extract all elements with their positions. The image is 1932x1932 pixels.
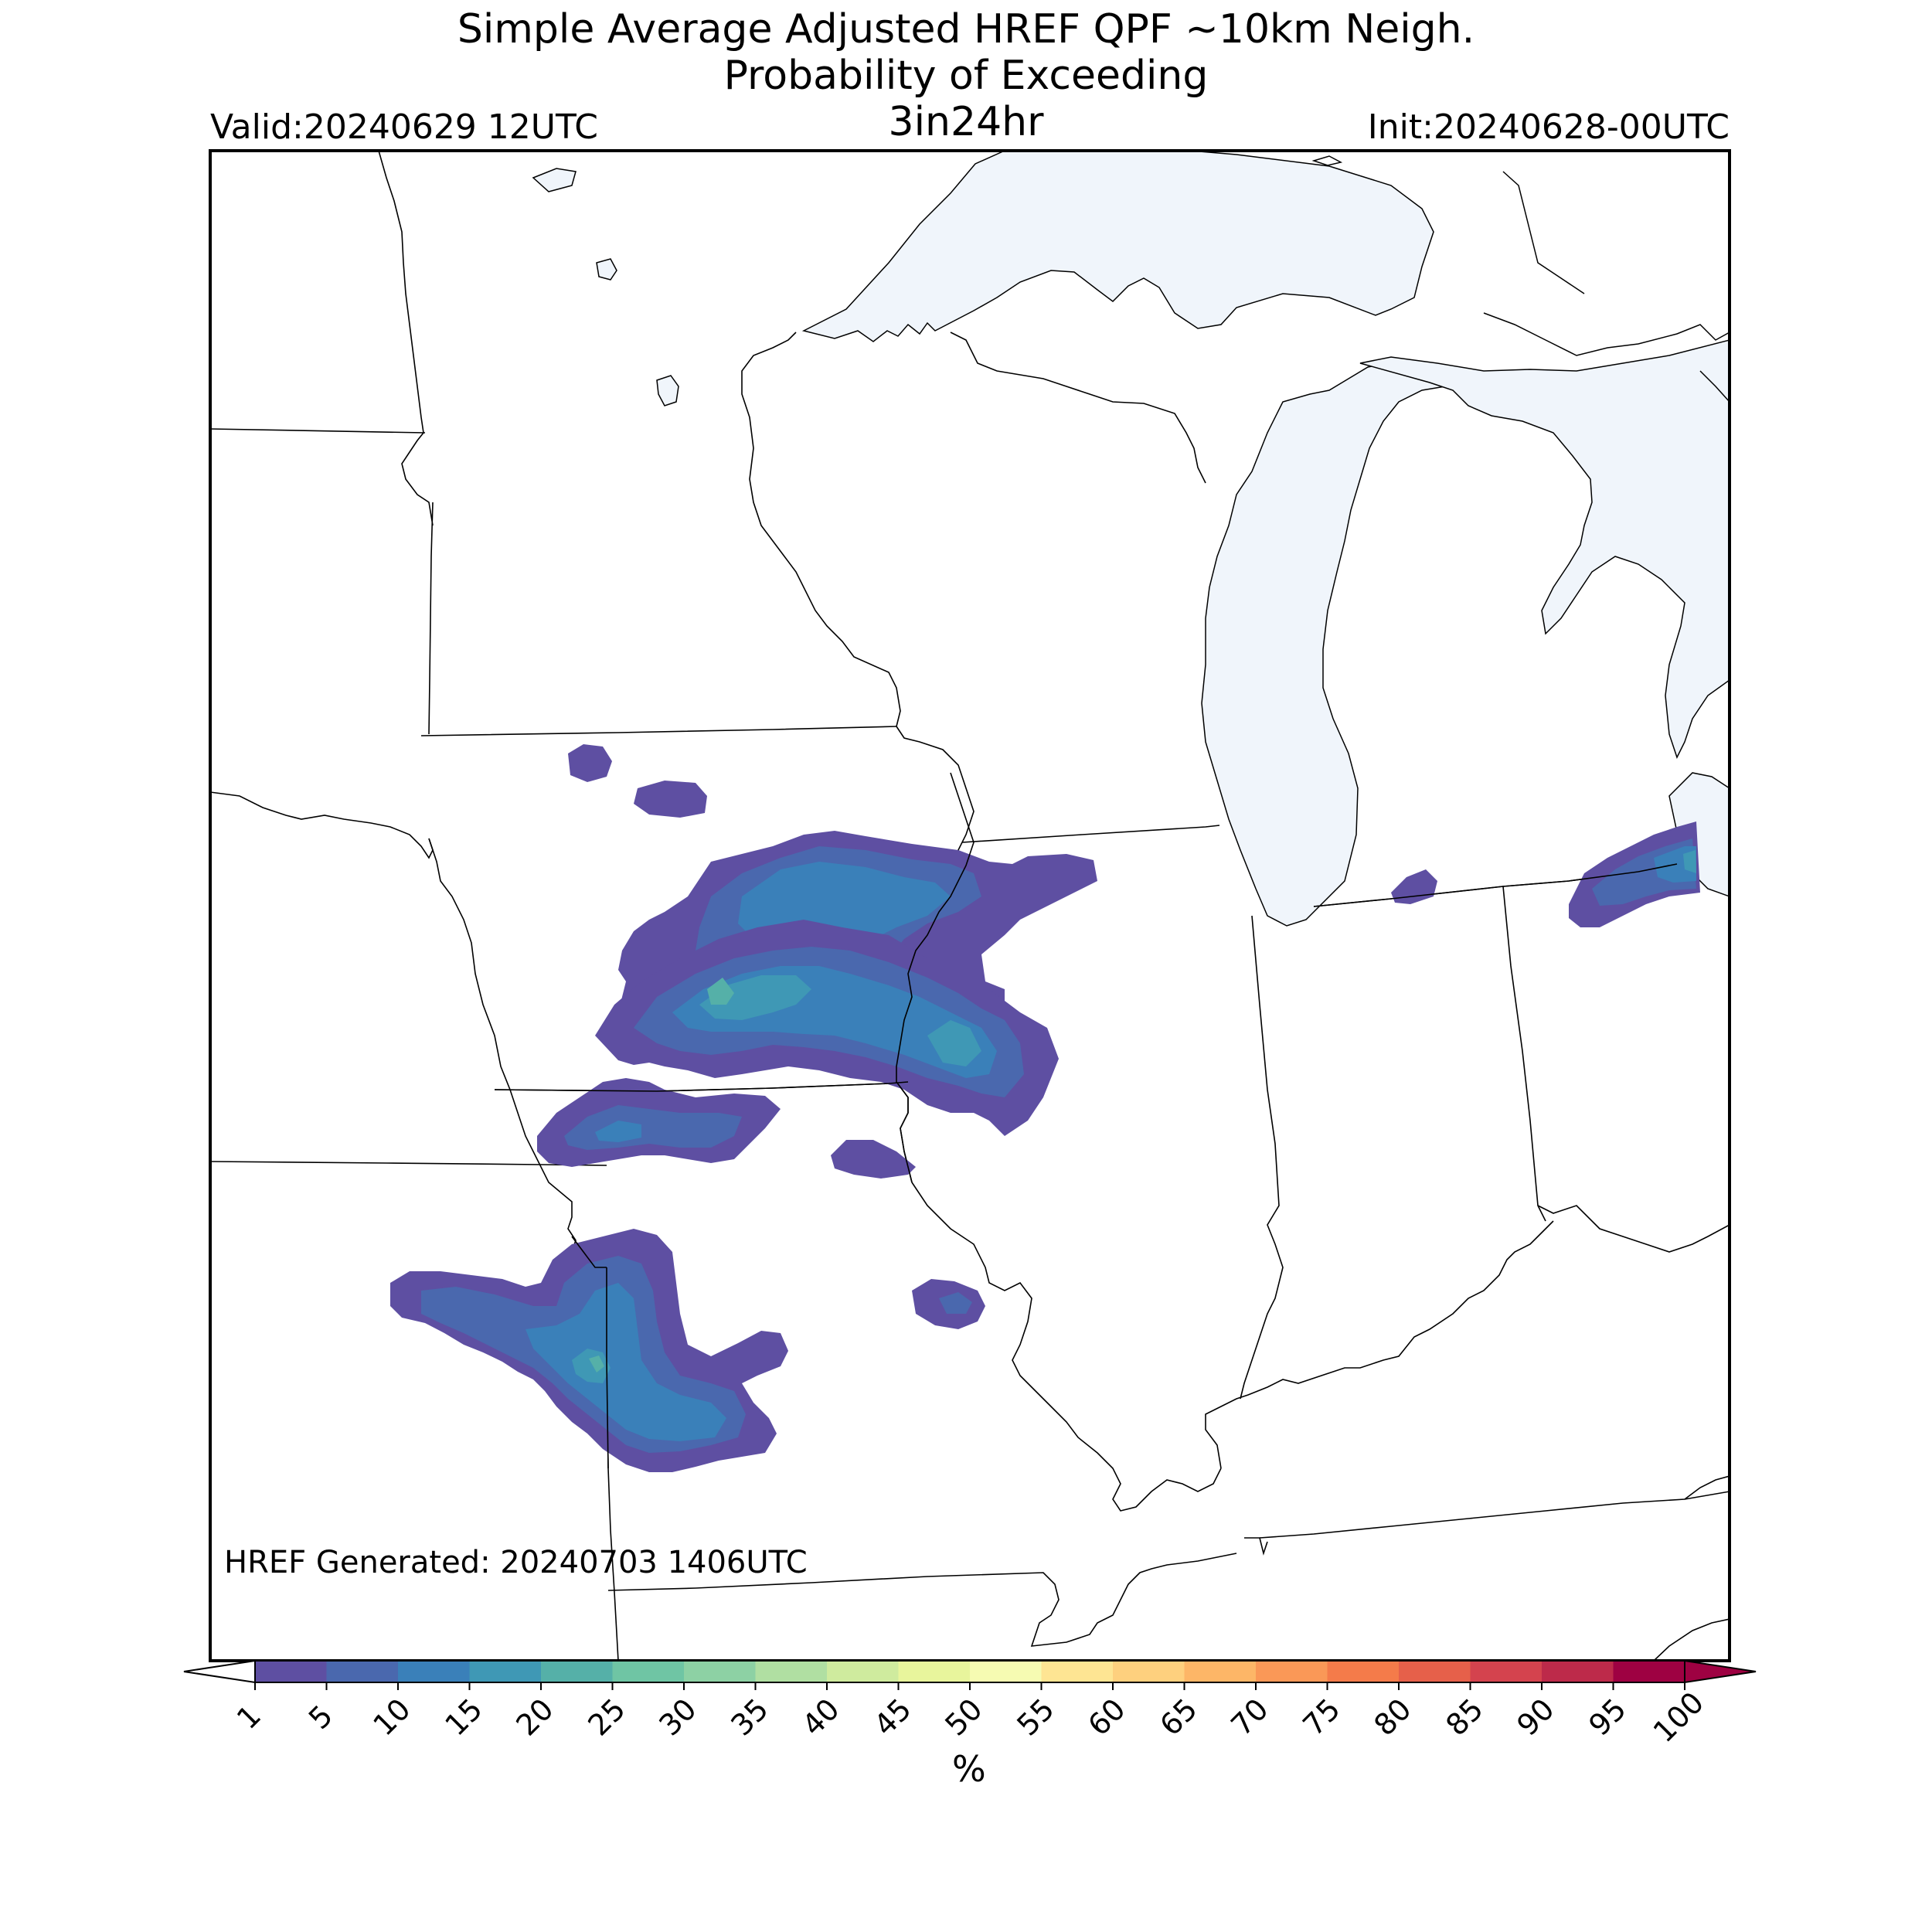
colorbar-segment: [755, 1661, 828, 1682]
border-mo-il: [911, 1182, 1222, 1512]
map-title-line-3: 3in24hr: [888, 99, 1044, 145]
border-sd-ne-ia: [210, 791, 434, 859]
colorbar-unit-label: %: [952, 1748, 986, 1790]
border-nd-sd: [210, 428, 426, 434]
border-wv: [1684, 1475, 1730, 1500]
border-oh-ky: [1537, 1205, 1730, 1253]
init-time-label: Init:20240628-00UTC: [1367, 107, 1730, 147]
border-mn-nd: [378, 151, 434, 526]
prob-area-14: [595, 1121, 641, 1142]
colorbar-segment: [1399, 1661, 1471, 1682]
prob-area-17: [939, 1292, 972, 1314]
prob-area-11: [707, 978, 734, 1005]
red-lake: [656, 375, 679, 406]
colorbar-segment: [1470, 1661, 1543, 1682]
colorbar-segment: [612, 1661, 685, 1682]
great-lakes: [532, 151, 1730, 927]
colorbar-segment: [970, 1661, 1042, 1682]
border-il-in: [1240, 915, 1284, 1400]
prob-area-10: [927, 1020, 981, 1066]
colorbar-segment: [255, 1661, 327, 1682]
map-area: [210, 151, 1730, 1661]
colorbar-segments: [255, 1661, 1685, 1682]
href-generated-label: HREF Generated: 20240703 1406UTC: [224, 1545, 808, 1580]
mille-lacs-lake: [596, 258, 617, 281]
border-wi-il: [961, 825, 1220, 843]
prob-area-2: [634, 781, 707, 818]
colorbar-segment: [898, 1661, 971, 1682]
colorbar-segment: [398, 1661, 470, 1682]
colorbar-segment: [1542, 1661, 1614, 1682]
map-title-line-1: Simple Average Adjusted HREF QPF ~10km N…: [457, 6, 1475, 53]
border-mo-ar: [607, 1553, 1237, 1647]
colorbar-segment: [1113, 1661, 1185, 1682]
border-mn-ia: [420, 726, 897, 736]
border-tn-south: [1653, 1618, 1730, 1661]
border-mn-sd: [428, 502, 434, 735]
colorbar-segment: [326, 1661, 399, 1682]
prob-area-21: [572, 1349, 611, 1383]
colorbar-segment: [1327, 1661, 1400, 1682]
colorbar-segment: [1041, 1661, 1114, 1682]
border-mn-wi: [741, 332, 901, 727]
colorbar-segment: [684, 1661, 756, 1682]
lake-of-the-woods: [532, 168, 577, 192]
colorbar-segment: [541, 1661, 613, 1682]
map-title-line-2: Probability of Exceeding: [723, 53, 1209, 99]
border-il-ky: [1205, 1220, 1554, 1469]
lake-huron: [1359, 339, 1730, 759]
colorbar-extend-high: [1684, 1659, 1757, 1684]
prob-area-27: [1683, 850, 1696, 873]
colorbar: [183, 1659, 1757, 1690]
valid-time-label: Valid:20240629 12UTC: [210, 107, 599, 147]
border-wi-mi: [950, 332, 1206, 484]
colorbar-segment: [1613, 1661, 1685, 1682]
colorbar-segment: [469, 1661, 542, 1682]
prob-area-15: [831, 1140, 916, 1179]
prob-area-20: [526, 1283, 726, 1441]
border-ky-tn: [1259, 1491, 1730, 1539]
border-in-oh: [1502, 886, 1546, 1222]
colorbar-extend-low: [183, 1659, 256, 1684]
colorbar-ticks: [254, 1682, 1685, 1690]
colorbar-segment: [1256, 1661, 1328, 1682]
probability-field: [390, 744, 1700, 1472]
border-mo-ky-tn: [1244, 1537, 1268, 1556]
colorbar-segment: [1184, 1661, 1257, 1682]
colorbar-segment: [827, 1661, 899, 1682]
borders-overlay: [494, 772, 1678, 1469]
prob-area-1: [568, 744, 612, 782]
prob-area-22: [589, 1355, 604, 1372]
coastline-details: [1311, 155, 1730, 403]
